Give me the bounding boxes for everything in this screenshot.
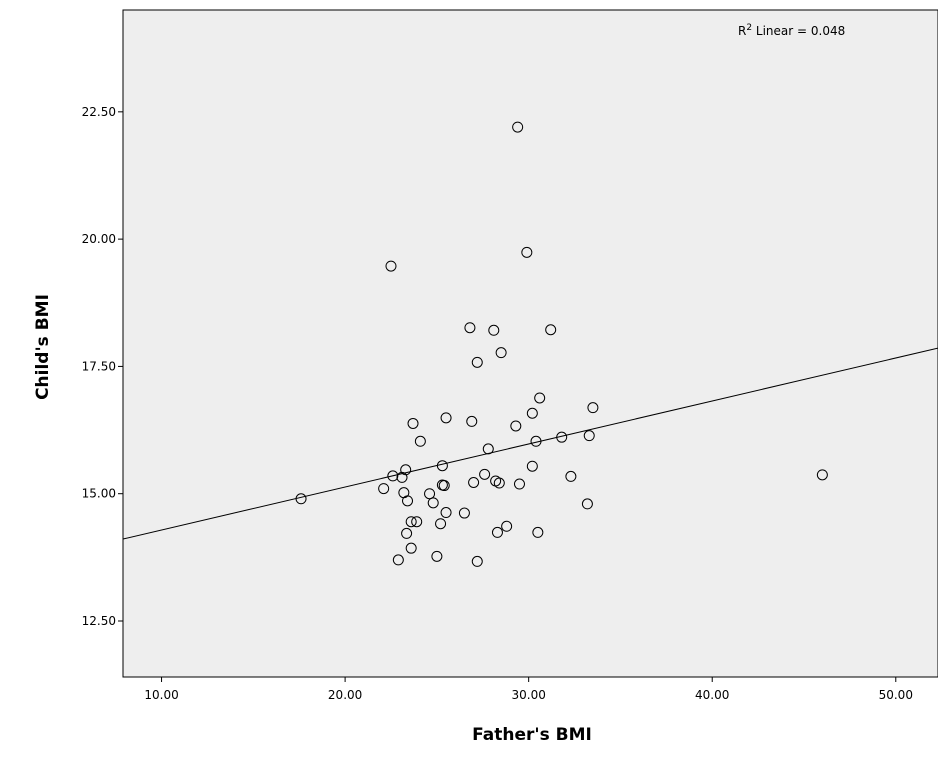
- data-point: [491, 526, 503, 538]
- data-point: [295, 493, 307, 505]
- x-axis-title: Father's BMI: [472, 725, 592, 745]
- data-point: [545, 324, 557, 336]
- r2-prefix: R: [738, 24, 746, 38]
- r2-superscript: 2: [746, 23, 752, 33]
- data-point: [513, 478, 525, 490]
- data-point: [387, 470, 399, 482]
- data-point: [466, 415, 478, 427]
- data-point: [385, 260, 397, 272]
- data-point: [407, 417, 419, 429]
- data-point: [378, 483, 390, 495]
- axis-ticks: 10.00 20.00 30.00 40.00 50.00 12.50 15.00 17.50…: [82, 105, 913, 702]
- x-tick-label: 30.00: [511, 688, 545, 702]
- data-point: [510, 420, 522, 432]
- data-point: [587, 402, 599, 414]
- data-point: [482, 443, 494, 455]
- data-point: [581, 498, 593, 510]
- data-point: [427, 497, 439, 509]
- y-tick-label: 12.50: [82, 614, 116, 628]
- data-point: [405, 542, 417, 554]
- data-point: [411, 516, 423, 528]
- data-point: [440, 412, 452, 424]
- data-point: [392, 554, 404, 566]
- data-point: [501, 520, 513, 532]
- y-tick-label: 17.50: [82, 359, 116, 373]
- x-tick-label: 10.00: [144, 688, 178, 702]
- data-point: [438, 480, 450, 492]
- data-point: [471, 555, 483, 567]
- data-point: [521, 246, 533, 258]
- y-tick-label: 15.00: [82, 487, 116, 501]
- data-point: [530, 435, 542, 447]
- plot-area: [122, 9, 938, 678]
- data-point: [583, 430, 595, 442]
- data-point: [556, 431, 568, 443]
- data-point: [400, 464, 412, 476]
- data-point: [565, 470, 577, 482]
- data-point: [495, 347, 507, 359]
- data-point: [526, 460, 538, 472]
- data-point: [526, 407, 538, 419]
- fit-line-group: [122, 347, 938, 540]
- data-point: [435, 518, 447, 530]
- data-point: [532, 526, 544, 538]
- data-point: [816, 469, 828, 481]
- data-point: [440, 507, 452, 519]
- r2-annotation: R2 Linear = 0.048: [738, 23, 845, 38]
- x-tick-label: 20.00: [328, 688, 362, 702]
- data-point: [468, 477, 480, 489]
- data-point: [458, 507, 470, 519]
- data-point: [414, 435, 426, 447]
- data-point: [493, 477, 505, 489]
- data-point: [401, 527, 413, 539]
- y-tick-label: 22.50: [82, 105, 116, 119]
- y-tick-label: 20.00: [82, 232, 116, 246]
- fit-line: [122, 347, 938, 540]
- data-point: [512, 121, 524, 133]
- x-tick-label: 40.00: [695, 688, 729, 702]
- data-point: [534, 392, 546, 404]
- data-point: [436, 460, 448, 472]
- data-point: [424, 488, 436, 500]
- r2-suffix: Linear = 0.048: [752, 24, 845, 38]
- data-points: [295, 121, 828, 567]
- data-point: [471, 356, 483, 368]
- data-point: [464, 322, 476, 334]
- data-point: [398, 487, 410, 499]
- data-point: [405, 516, 417, 528]
- x-tick-label: 50.00: [879, 688, 913, 702]
- y-axis-title: Child's BMI: [33, 294, 53, 400]
- data-point: [479, 468, 491, 480]
- data-point: [431, 550, 443, 562]
- data-point: [488, 324, 500, 336]
